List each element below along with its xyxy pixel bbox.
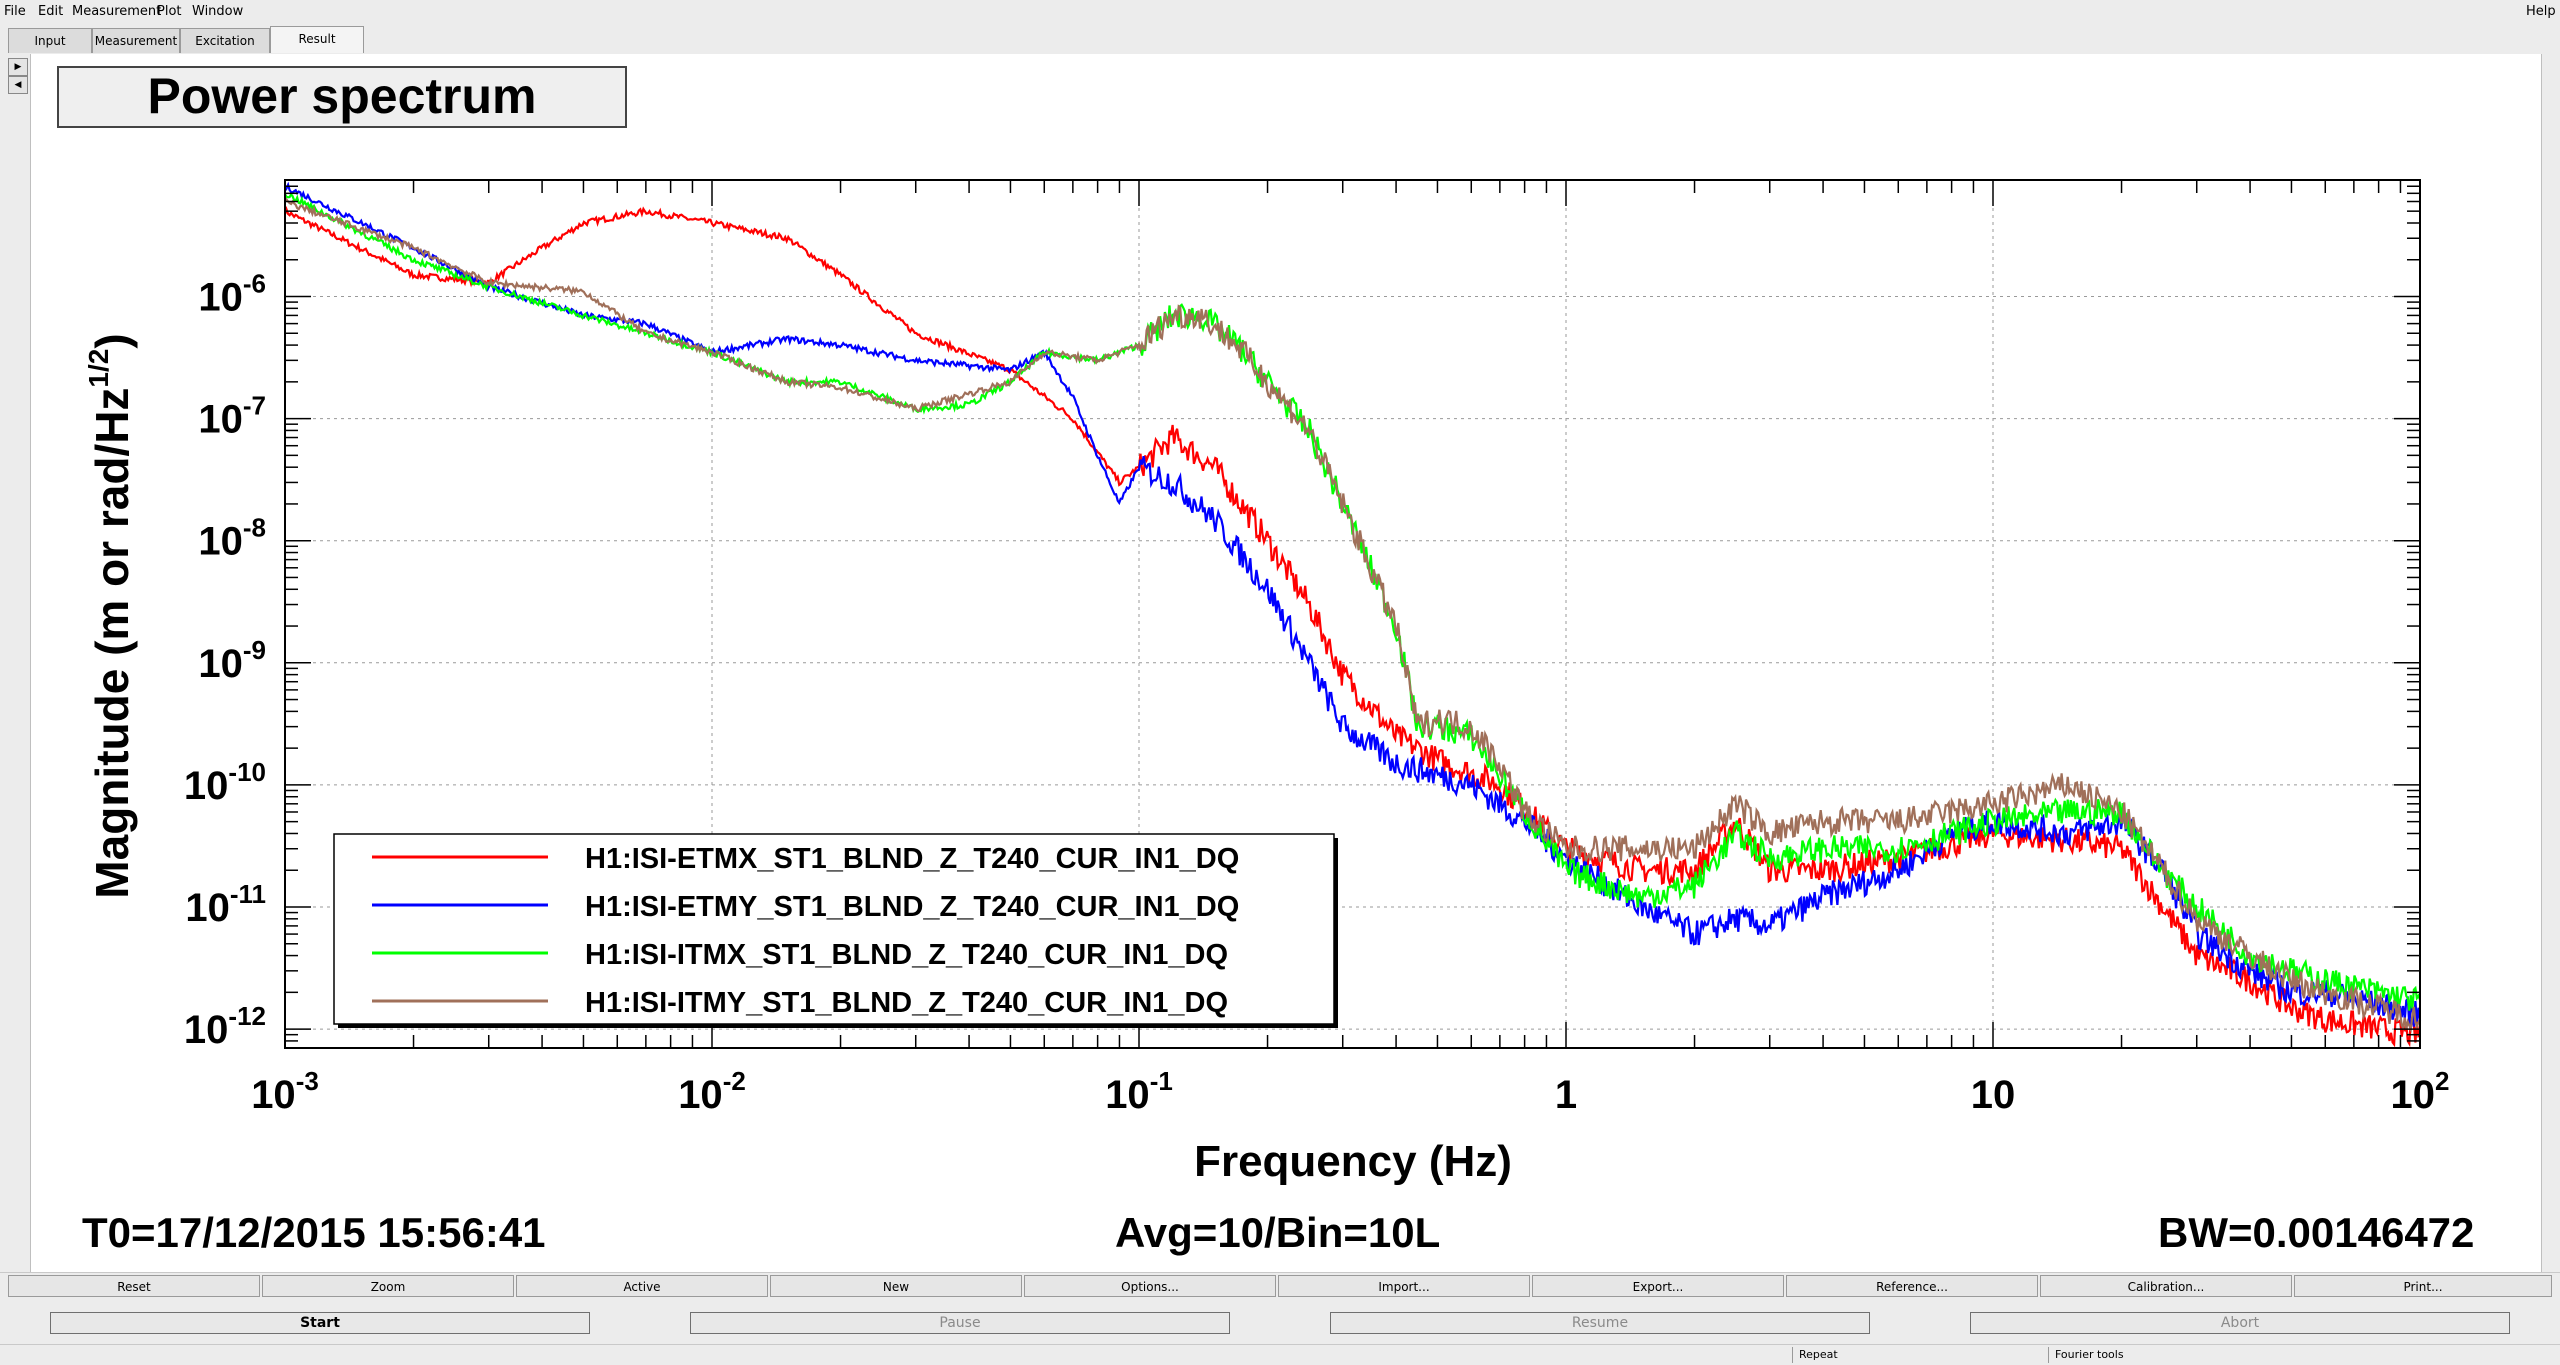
legend-box bbox=[333, 833, 1335, 1025]
legend-label: H1:ISI-ETMY_ST1_BLND_Z_T240_CUR_IN1_DQ bbox=[585, 891, 1239, 923]
status-bar: Repeat Fourier tools bbox=[0, 1344, 2560, 1365]
zoom-button[interactable]: Zoom bbox=[262, 1275, 514, 1297]
y-tick-label: 10-7 bbox=[198, 391, 266, 442]
axes-frame bbox=[284, 179, 2421, 1049]
print-button[interactable]: Print... bbox=[2294, 1275, 2552, 1297]
active-button[interactable]: Active bbox=[516, 1275, 768, 1297]
y-tick-label: 10-9 bbox=[198, 635, 266, 686]
tab-result[interactable]: Result bbox=[270, 26, 364, 53]
y-tick-label: 10-11 bbox=[185, 879, 266, 930]
series-lines bbox=[283, 181, 2422, 1048]
status-fourier-tools: Fourier tools bbox=[2048, 1347, 2305, 1363]
x-tick-label: 1 bbox=[1555, 1073, 1577, 1117]
x-tick-label: 102 bbox=[2391, 1066, 2450, 1117]
menu-measurement[interactable]: Measurement bbox=[72, 4, 162, 19]
y-tick-label: 10-6 bbox=[198, 269, 266, 320]
tab-excitation[interactable]: Excitation bbox=[180, 28, 270, 53]
y-tick-label: 10-12 bbox=[184, 1001, 266, 1052]
legend-entries: H1:ISI-ETMX_ST1_BLND_Z_T240_CUR_IN1_DQ H1… bbox=[372, 843, 1239, 1019]
menu-edit[interactable]: Edit bbox=[38, 4, 64, 19]
control-bar: Start Pause Resume Abort bbox=[0, 1300, 2560, 1344]
y-axis-title-close: ) bbox=[86, 333, 138, 348]
abort-button[interactable]: Abort bbox=[1970, 1312, 2510, 1334]
collapse-arrow-icon[interactable]: ◀ bbox=[8, 76, 28, 94]
resume-button[interactable]: Resume bbox=[1330, 1312, 1870, 1334]
menu-file[interactable]: File bbox=[4, 4, 26, 19]
status-repeat: Repeat bbox=[1792, 1347, 2049, 1363]
x-tick-label: 10-1 bbox=[1105, 1066, 1173, 1117]
menu-help[interactable]: Help bbox=[2526, 4, 2556, 19]
legend[interactable]: H1:ISI-ETMX_ST1_BLND_Z_T240_CUR_IN1_DQ H1… bbox=[333, 833, 1338, 1028]
reference-button[interactable]: Reference... bbox=[1786, 1275, 2038, 1297]
y-axis-title-sup: 1/2 bbox=[83, 349, 114, 388]
x-tick-label: 10 bbox=[1971, 1073, 2016, 1117]
calibration-button[interactable]: Calibration... bbox=[2040, 1275, 2292, 1297]
plot-title: Power spectrum bbox=[57, 66, 627, 128]
tick-marks bbox=[284, 179, 2421, 1049]
y-tick-label: 10-8 bbox=[198, 513, 266, 564]
legend-label: H1:ISI-ETMX_ST1_BLND_Z_T240_CUR_IN1_DQ bbox=[585, 843, 1239, 875]
average-label: Avg=10/Bin=10L bbox=[1115, 1209, 1441, 1256]
right-strip bbox=[2540, 54, 2560, 1272]
plot-toolbar: Reset Zoom Active New Options... Import.… bbox=[0, 1272, 2560, 1301]
export-button[interactable]: Export... bbox=[1532, 1275, 1784, 1297]
new-button[interactable]: New bbox=[770, 1275, 1022, 1297]
start-time-label: T0=17/12/2015 15:56:41 bbox=[82, 1209, 546, 1256]
bandwidth-label: BW=0.00146472 bbox=[2158, 1209, 2475, 1256]
import-button[interactable]: Import... bbox=[1278, 1275, 1530, 1297]
tab-bar: Input Measurement Excitation Result bbox=[0, 24, 2560, 54]
y-axis-title-main: Magnitude (m or rad/Hz bbox=[86, 388, 138, 899]
left-strip: ▶ ◀ bbox=[0, 54, 30, 1272]
menu-window[interactable]: Window bbox=[192, 4, 244, 19]
reset-button[interactable]: Reset bbox=[8, 1275, 260, 1297]
menu-plot[interactable]: Plot bbox=[157, 4, 182, 19]
x-tick-label: 10-3 bbox=[251, 1066, 319, 1117]
start-button[interactable]: Start bbox=[50, 1312, 590, 1334]
tab-input[interactable]: Input bbox=[8, 28, 92, 53]
x-tick-labels: 10-3 10-2 10-1 1 10 102 bbox=[251, 1066, 2449, 1117]
tab-measurement[interactable]: Measurement bbox=[92, 28, 180, 53]
x-axis-title: Frequency (Hz) bbox=[1194, 1137, 1512, 1186]
legend-label: H1:ISI-ITMX_ST1_BLND_Z_T240_CUR_IN1_DQ bbox=[585, 939, 1228, 971]
series-line-4 bbox=[284, 197, 2421, 1034]
expand-arrow-icon[interactable]: ▶ bbox=[8, 58, 28, 76]
x-tick-label: 10-2 bbox=[678, 1066, 746, 1117]
series-line-2 bbox=[284, 181, 2422, 1027]
y-tick-labels: 10-12 10-11 10-10 10-9 10-8 10-7 10-6 bbox=[184, 269, 266, 1053]
plot-canvas[interactable]: 10-3 10-2 10-1 1 10 102 10-1210-1110-1010-910… bbox=[0, 0, 2560, 1272]
legend-label: H1:ISI-ITMY_ST1_BLND_Z_T240_CUR_IN1_DQ bbox=[585, 987, 1228, 1019]
y-tick-label: 10-10 bbox=[184, 757, 266, 808]
y-axis-title: Magnitude (m or rad/Hz1/2) bbox=[83, 333, 138, 898]
options-button[interactable]: Options... bbox=[1024, 1275, 1276, 1297]
pause-button[interactable]: Pause bbox=[690, 1312, 1230, 1334]
